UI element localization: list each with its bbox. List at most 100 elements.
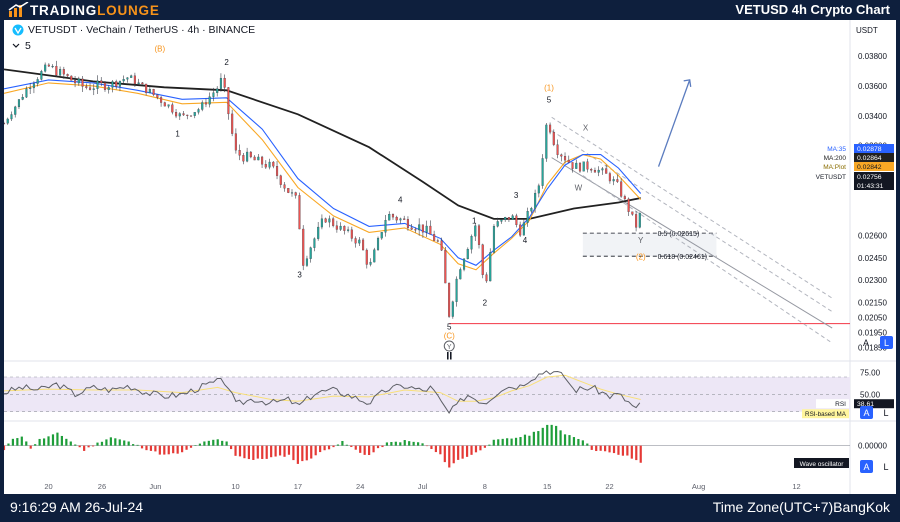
osc-bar (492, 439, 495, 446)
x-tick-label: 24 (356, 482, 364, 491)
candle-body (522, 222, 525, 236)
indicator-toggle[interactable]: 5 (12, 40, 31, 52)
chart-canvas[interactable]: 0.038000.036000.034000.032000.030000.026… (4, 20, 896, 494)
osc-bar (452, 445, 455, 464)
forecast-arrow (657, 79, 691, 167)
candle-body (556, 144, 559, 155)
rsi-ma-tag: RSI-based MA (805, 411, 847, 418)
candle-body (118, 80, 121, 87)
wave-label: 2 (224, 58, 229, 67)
candle-body (410, 227, 413, 230)
osc-bar (430, 445, 433, 450)
osc-bar (550, 424, 553, 446)
candle-body (55, 65, 58, 76)
candle-body (115, 81, 118, 87)
candle-body (287, 188, 290, 193)
candle-body (182, 113, 185, 116)
y-tick-label: 0.02050 (858, 314, 887, 323)
candle-body (534, 192, 537, 209)
osc-bar (488, 444, 491, 446)
candle-body (66, 74, 69, 77)
wave-label: (B) (155, 44, 166, 53)
top-bar: TRADINGLOUNGE VETUSD 4h Crypto Chart (0, 0, 900, 20)
wave-label: 2 (483, 299, 488, 308)
candle-body (597, 169, 600, 173)
osc-bar (612, 445, 616, 454)
candle-body (212, 92, 215, 97)
osc-bar (287, 445, 291, 455)
auto-scale-button: A (863, 338, 869, 348)
candle-body (612, 179, 615, 182)
candle-body (362, 239, 365, 251)
candle-body (477, 225, 481, 245)
candle-body (126, 77, 129, 80)
osc-bar (278, 445, 282, 456)
candle-body (231, 113, 234, 134)
candle-body (440, 240, 443, 251)
candle-body (298, 195, 301, 230)
maplot-line (4, 82, 642, 271)
osc-bar (154, 445, 157, 452)
candle-body (294, 192, 297, 196)
candle-body (272, 161, 275, 167)
candle-body (433, 234, 436, 241)
osc-bar (327, 445, 331, 450)
osc-bar (336, 444, 340, 446)
osc-bar (136, 444, 139, 446)
candle-body (519, 224, 522, 236)
rsi-auto-button-bg (860, 406, 873, 419)
chart-panel[interactable]: 0.038000.036000.034000.032000.030000.026… (4, 20, 896, 494)
candle-body (451, 301, 454, 317)
candle-body (204, 102, 208, 105)
osc-bar (34, 444, 37, 446)
candle-body (552, 132, 555, 145)
rsi-name-bg (816, 399, 849, 409)
channel-line (551, 116, 833, 299)
osc-bar (630, 445, 633, 459)
x-tick-label: 8 (483, 482, 487, 491)
candle-body (549, 124, 552, 133)
log-scale-button-bg (880, 336, 893, 349)
candle-body (160, 97, 163, 103)
candle-body (219, 77, 222, 89)
page-title: VETUSD 4h Crypto Chart (735, 2, 890, 17)
osc-bar (216, 439, 219, 446)
osc-bar (506, 438, 509, 446)
candle-body (246, 151, 249, 162)
osc-bar (572, 437, 576, 446)
candle-body (474, 225, 477, 237)
candle-body (563, 156, 567, 161)
candle-body (189, 115, 193, 117)
candle-body (470, 236, 473, 250)
osc-bar (541, 427, 544, 446)
candle-body (391, 214, 395, 218)
osc-bar (11, 438, 15, 446)
wave-label: 3 (514, 191, 519, 200)
candle-body (635, 214, 638, 228)
osc-bar (474, 445, 478, 453)
osc-bar (16, 438, 19, 446)
forecast-arrow-head (683, 79, 692, 87)
countdown-bg (854, 181, 894, 190)
price-tag-name-bg (816, 162, 849, 171)
candle-body (264, 164, 267, 168)
osc-bar (448, 445, 451, 468)
osc-bar (203, 441, 206, 446)
osc-bar (167, 445, 170, 455)
rsi-value: 38.61 (857, 401, 874, 408)
wave-label: Y (447, 344, 452, 351)
candle-body (268, 161, 271, 168)
osc-bar (626, 445, 629, 456)
candle-body (302, 228, 305, 266)
rsi-log-button: L (883, 408, 888, 418)
candle-body (380, 232, 383, 239)
rsi-value-bg (854, 399, 894, 409)
candle-body (560, 154, 563, 157)
osc-bar (376, 445, 380, 449)
candle-body (96, 80, 99, 89)
x-tick-label: Jun (149, 482, 161, 491)
y-tick-label: 0.03800 (858, 52, 887, 61)
price-tag-bg (854, 153, 894, 162)
osc-bar (461, 445, 464, 459)
wave-label: 1 (472, 216, 477, 225)
